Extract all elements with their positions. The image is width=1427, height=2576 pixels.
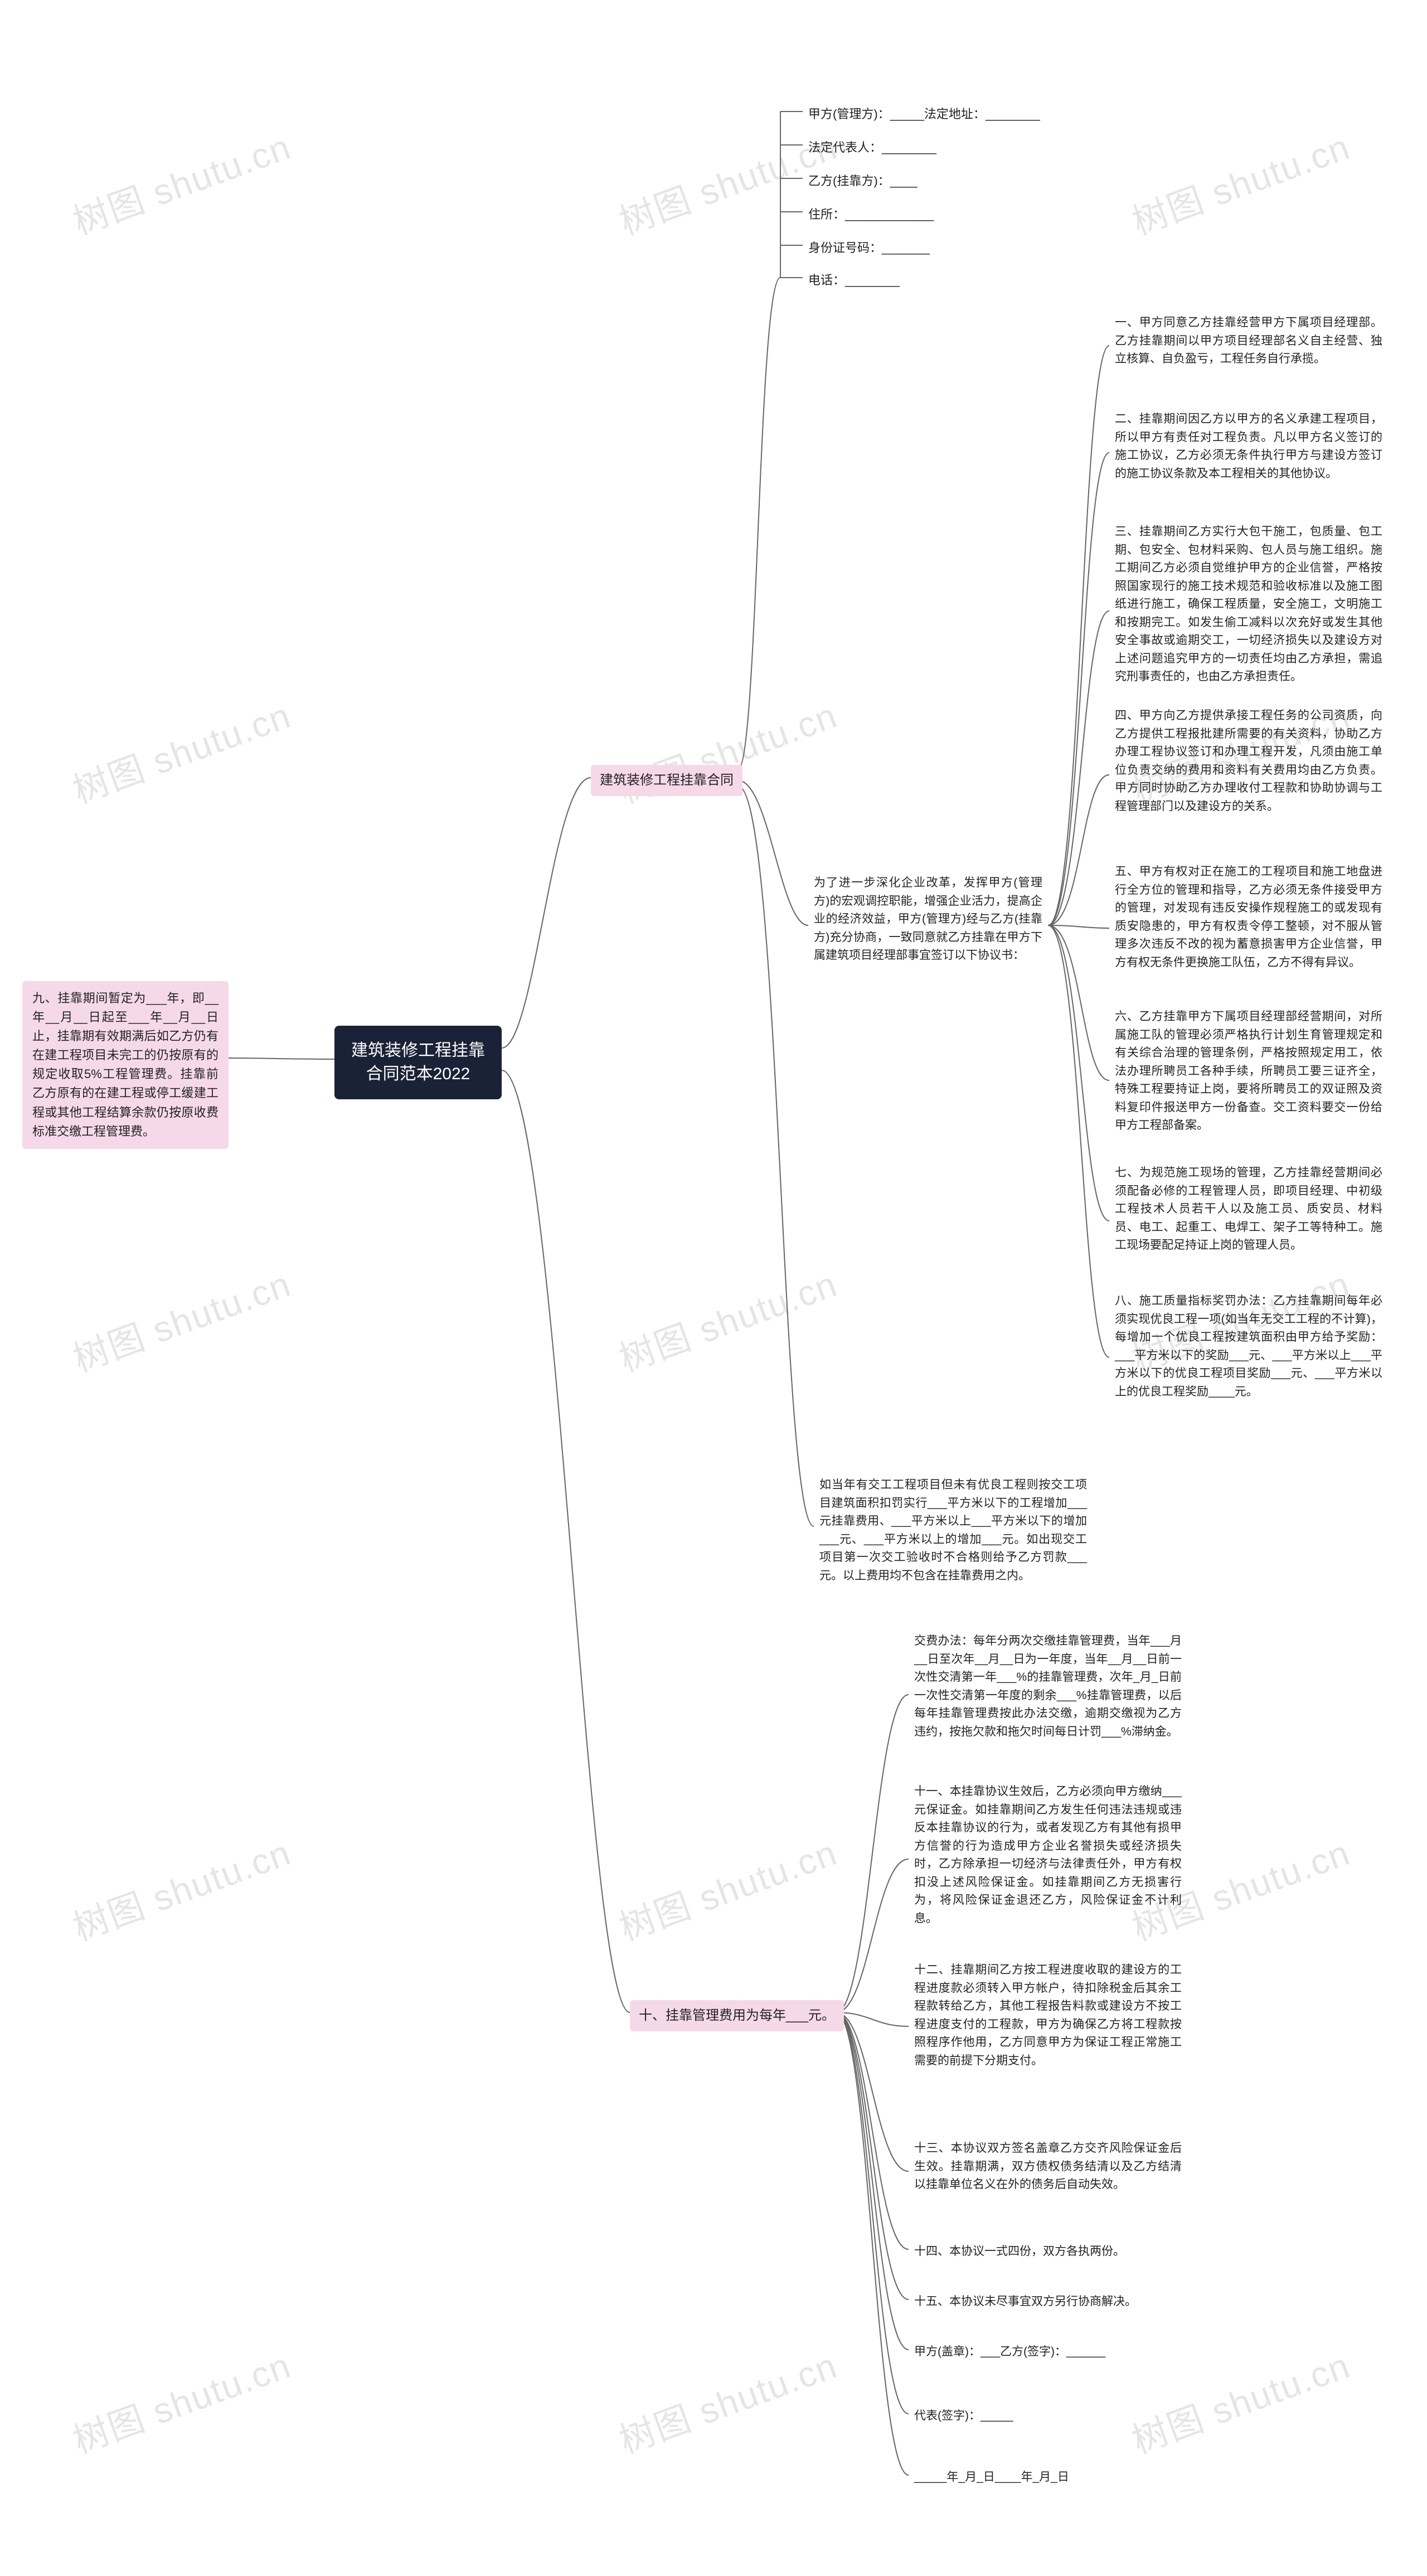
clause-6: 六、乙方挂靠甲方下属项目经理部经营期间，对所属施工队的管理必须严格执行计划生育管… (1109, 1003, 1388, 1139)
field-party-a: 甲方(管理方)：_____法定地址：________ (803, 100, 1093, 128)
fee-item-3: 十二、挂靠期间乙方按工程进度收取的建设方的工程进度款必须转入甲方帐户，待扣除税金… (909, 1957, 1187, 2074)
field-id: 身份证号码：_______ (803, 234, 1093, 262)
clause-8-extra: 如当年有交工工程项目但未有优良工程则按交工项目建筑面积扣罚实行___平方米以下的… (814, 1472, 1093, 1589)
branch-contract-label[interactable]: 建筑装修工程挂靠合同 (591, 765, 742, 796)
fee-item-9: _____年_月_日____年_月_日 (909, 2464, 1187, 2491)
fee-item-5: 十四、本协议一式四份，双方各执两份。 (909, 2238, 1187, 2265)
clause-7: 七、为规范施工现场的管理，乙方挂靠经营期间必须配备必修的工程管理人员，即项目经理… (1109, 1160, 1388, 1259)
branch-fee-label[interactable]: 十、挂靠管理费用为每年___元。 (630, 2000, 844, 2031)
watermark: 树图 shutu.cn (611, 2337, 843, 2464)
field-phone: 电话：________ (803, 266, 1093, 294)
fee-item-7: 甲方(盖章)：___乙方(签字)：______ (909, 2339, 1187, 2366)
contract-intro: 为了进一步深化企业改革，发挥甲方(管理方)的宏观调控职能，增强企业活力，提高企业… (808, 870, 1048, 969)
fee-item-4: 十三、本协议双方签名盖章乙方交齐风险保证金后生效。挂靠期满，双方债权债务结清以及… (909, 2135, 1187, 2199)
fee-item-8: 代表(签字)：_____ (909, 2403, 1187, 2430)
clause-2: 二、挂靠期间因乙方以甲方的名义承建工程项目，所以甲方有责任对工程负责。凡以甲方名… (1109, 406, 1388, 487)
clause-8: 八、施工质量指标奖罚办法：乙方挂靠期间每年必须实现优良工程一项(如当年无交工工程… (1109, 1288, 1388, 1405)
left-branch-nine[interactable]: 九、挂靠期间暂定为___年，即__年__月__日起至___年__月__日止，挂靠… (22, 981, 229, 1149)
watermark: 树图 shutu.cn (65, 687, 297, 814)
watermark: 树图 shutu.cn (65, 1256, 297, 1382)
watermark: 树图 shutu.cn (65, 119, 297, 245)
watermark: 树图 shutu.cn (611, 1256, 843, 1382)
watermark: 树图 shutu.cn (65, 1825, 297, 1951)
root-node[interactable]: 建筑装修工程挂靠合同范本2022 (334, 1026, 502, 1099)
clause-3: 三、挂靠期间乙方实行大包干施工，包质量、包工期、包安全、包材料采购、包人员与施工… (1109, 518, 1388, 691)
clause-4: 四、甲方向乙方提供承接工程任务的公司资质，向乙方提供工程报批建所需要的有关资料，… (1109, 702, 1388, 820)
clause-5: 五、甲方有权对正在施工的工程项目和施工地盘进行全方位的管理和指导，乙方必须无条件… (1109, 858, 1388, 976)
watermark: 树图 shutu.cn (65, 2337, 297, 2464)
fee-item-1: 交费办法：每年分两次交缴挂靠管理费，当年___月__日至次年__月__日为一年度… (909, 1628, 1187, 1745)
field-address: 住所：_____________ (803, 201, 1093, 229)
fee-item-6: 十五、本协议未尽事宜双方另行协商解决。 (909, 2288, 1187, 2316)
fee-item-2: 十一、本挂靠协议生效后，乙方必须向甲方缴纳___元保证金。如挂靠期间乙方发生任何… (909, 1778, 1187, 1932)
watermark: 树图 shutu.cn (1124, 119, 1356, 245)
watermark: 树图 shutu.cn (611, 1825, 843, 1951)
clause-1: 一、甲方同意乙方挂靠经营甲方下属项目经理部。乙方挂靠期间以甲方项目经理部名义自主… (1109, 309, 1388, 373)
field-legal-rep: 法定代表人：________ (803, 134, 1093, 162)
field-party-b: 乙方(挂靠方)：____ (803, 167, 1093, 195)
